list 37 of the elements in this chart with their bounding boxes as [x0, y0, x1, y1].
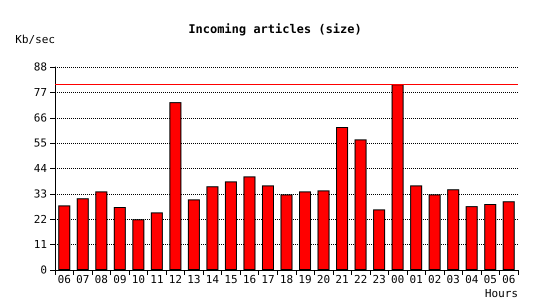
x-axis-title: Hours: [484, 287, 518, 300]
x-tick-label: 21: [335, 273, 349, 286]
x-tick-label: 15: [224, 273, 238, 286]
x-tick-label: 13: [187, 273, 201, 286]
y-tick-label: 0: [40, 264, 47, 276]
x-tick-label: 01: [410, 273, 423, 286]
x-tick-label: 17: [261, 273, 275, 286]
y-tick-label: 66: [34, 111, 47, 124]
x-tick-label: 00: [390, 273, 404, 286]
x-tick-label: 02: [428, 273, 442, 286]
y-axis-title: Kb/sec: [15, 33, 55, 46]
x-tick-label: 09: [113, 273, 126, 286]
x-tick-label: 06: [58, 273, 71, 286]
x-tick-label: 05: [484, 273, 497, 286]
x-tick-label: 16: [242, 273, 256, 286]
x-tick-label: 20: [316, 273, 330, 286]
x-tick-label: 23: [372, 273, 386, 286]
y-tick-label: 22: [34, 212, 47, 226]
x-tick-label: 04: [465, 273, 479, 286]
x-tick-label: 12: [168, 273, 182, 286]
y-tick-label: 44: [34, 162, 48, 175]
x-tick-label: 11: [150, 273, 164, 286]
x-tick-label: 18: [280, 273, 294, 286]
x-tick-label: 03: [446, 273, 460, 286]
x-tick-label: 22: [354, 273, 368, 286]
y-tick-label: 11: [34, 238, 47, 252]
x-tick-label: 07: [76, 273, 90, 286]
y-tick-label: 33: [34, 187, 47, 200]
x-tick-label: 08: [94, 273, 108, 286]
x-tick-label: 14: [206, 273, 220, 286]
chart-title: Incoming articles (size): [188, 22, 362, 36]
y-tick-label: 88: [34, 60, 47, 74]
y-tick-label: 55: [34, 136, 47, 150]
x-tick-label: 06: [502, 273, 516, 286]
x-tick-label: 19: [298, 273, 312, 286]
y-tick-label: 77: [34, 86, 47, 99]
x-tick-label: 10: [132, 273, 145, 286]
